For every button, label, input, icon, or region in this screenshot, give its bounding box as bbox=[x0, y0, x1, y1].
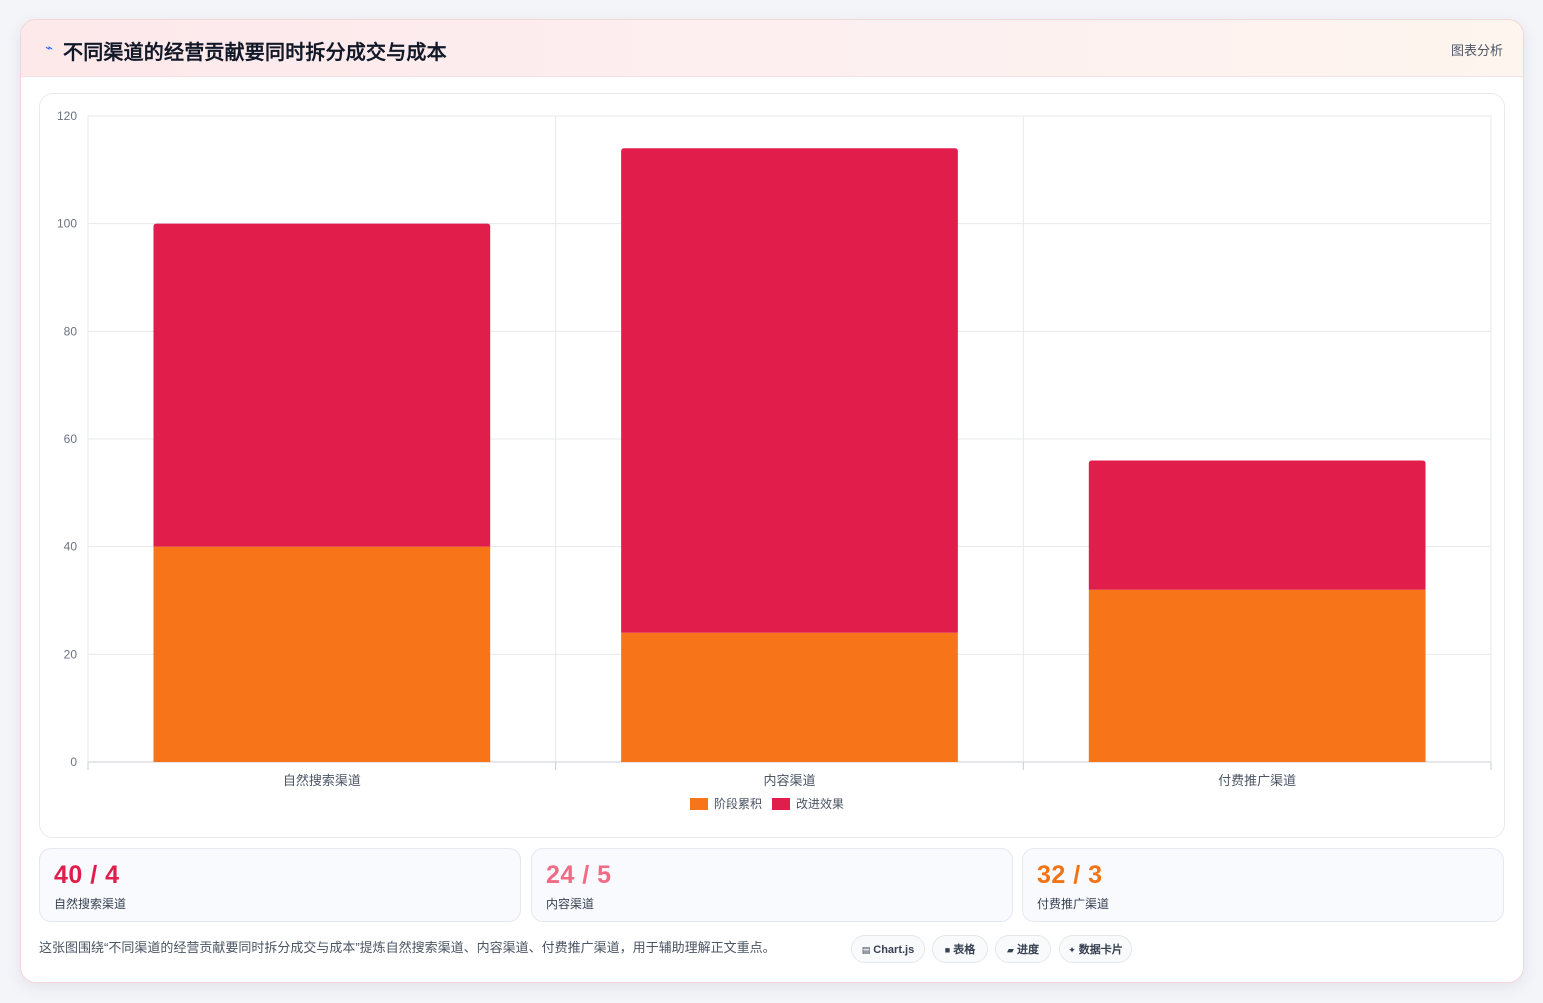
pulse-icon: ⌁ bbox=[45, 40, 53, 55]
chart-caption: 这张图围绕“不同渠道的经营贡献要同时拆分成交与成本”提炼自然搜索渠道、内容渠道、… bbox=[39, 940, 776, 955]
chart-panel: 0 20 40 60 80 100 120 自然搜索渠道 内容渠道 付费推广渠道阶段累积 改进效果 bbox=[39, 93, 1505, 838]
stat-card-paid: 32 / 3 付费推广渠道 bbox=[1022, 848, 1504, 922]
page-title: 不同渠道的经营贡献要同时拆分成交与成本 bbox=[63, 42, 447, 64]
stat-label: 付费推广渠道 bbox=[1037, 897, 1110, 911]
card-header: ⌁ 不同渠道的经营贡献要同时拆分成交与成本 图表分析 bbox=[21, 20, 1523, 77]
chip-label: Chart.js bbox=[873, 944, 915, 956]
legend-label: 改进效果 bbox=[796, 796, 844, 811]
bar-segment bbox=[153, 546, 491, 762]
chip-chartjs[interactable]: ▤ Chart.js bbox=[851, 935, 925, 963]
y-tick-label: 20 bbox=[64, 647, 78, 661]
y-tick-label: 0 bbox=[70, 755, 77, 769]
bar-segment bbox=[1088, 589, 1426, 762]
x-tick-label: 内容渠道 bbox=[763, 773, 815, 788]
stat-card-organic: 40 / 4 自然搜索渠道 bbox=[39, 848, 521, 922]
legend-swatch bbox=[772, 798, 790, 810]
bar-segment bbox=[153, 223, 491, 547]
y-tick-label: 40 bbox=[64, 540, 78, 554]
x-tick-label: 付费推广渠道 bbox=[1218, 773, 1296, 788]
stat-card-content: 24 / 5 内容渠道 bbox=[531, 848, 1013, 922]
chip-data-card[interactable]: ✦ 数据卡片 bbox=[1059, 935, 1132, 963]
chip-label: 进度 bbox=[1016, 944, 1039, 956]
stat-value: 32 / 3 bbox=[1037, 861, 1103, 889]
bar-segment bbox=[1088, 460, 1426, 590]
chip-label: 表格 bbox=[953, 944, 976, 956]
table-icon: ■ bbox=[944, 945, 951, 955]
y-tick-label: 120 bbox=[57, 109, 77, 123]
stat-value: 40 / 4 bbox=[54, 861, 120, 889]
bar-segment bbox=[621, 148, 958, 633]
legend-label: 阶段累积 bbox=[714, 796, 762, 811]
y-tick-label: 100 bbox=[57, 217, 77, 231]
y-tick-label: 60 bbox=[64, 432, 78, 446]
stat-label: 内容渠道 bbox=[546, 897, 595, 911]
chip-label: 数据卡片 bbox=[1078, 944, 1123, 956]
x-tick-label: 自然搜索渠道 bbox=[283, 773, 361, 788]
chart-card: ⌁ 不同渠道的经营贡献要同时拆分成交与成本 图表分析 0 20 40 60 80 100 1… bbox=[20, 19, 1524, 983]
header-tag: 图表分析 bbox=[1450, 43, 1503, 58]
chip-progress[interactable]: ▰ 进度 bbox=[995, 935, 1051, 963]
legend-swatch bbox=[690, 798, 708, 810]
bar-segment bbox=[621, 632, 958, 762]
progress-icon: ▰ bbox=[1007, 945, 1014, 955]
stat-value: 24 / 5 bbox=[546, 861, 612, 889]
data-card-icon: ✦ bbox=[1068, 945, 1076, 955]
stat-label: 自然搜索渠道 bbox=[54, 897, 127, 911]
y-tick-label: 80 bbox=[64, 324, 78, 338]
chart-icon: ▤ bbox=[861, 945, 871, 955]
chip-table[interactable]: ■ 表格 bbox=[932, 935, 988, 963]
